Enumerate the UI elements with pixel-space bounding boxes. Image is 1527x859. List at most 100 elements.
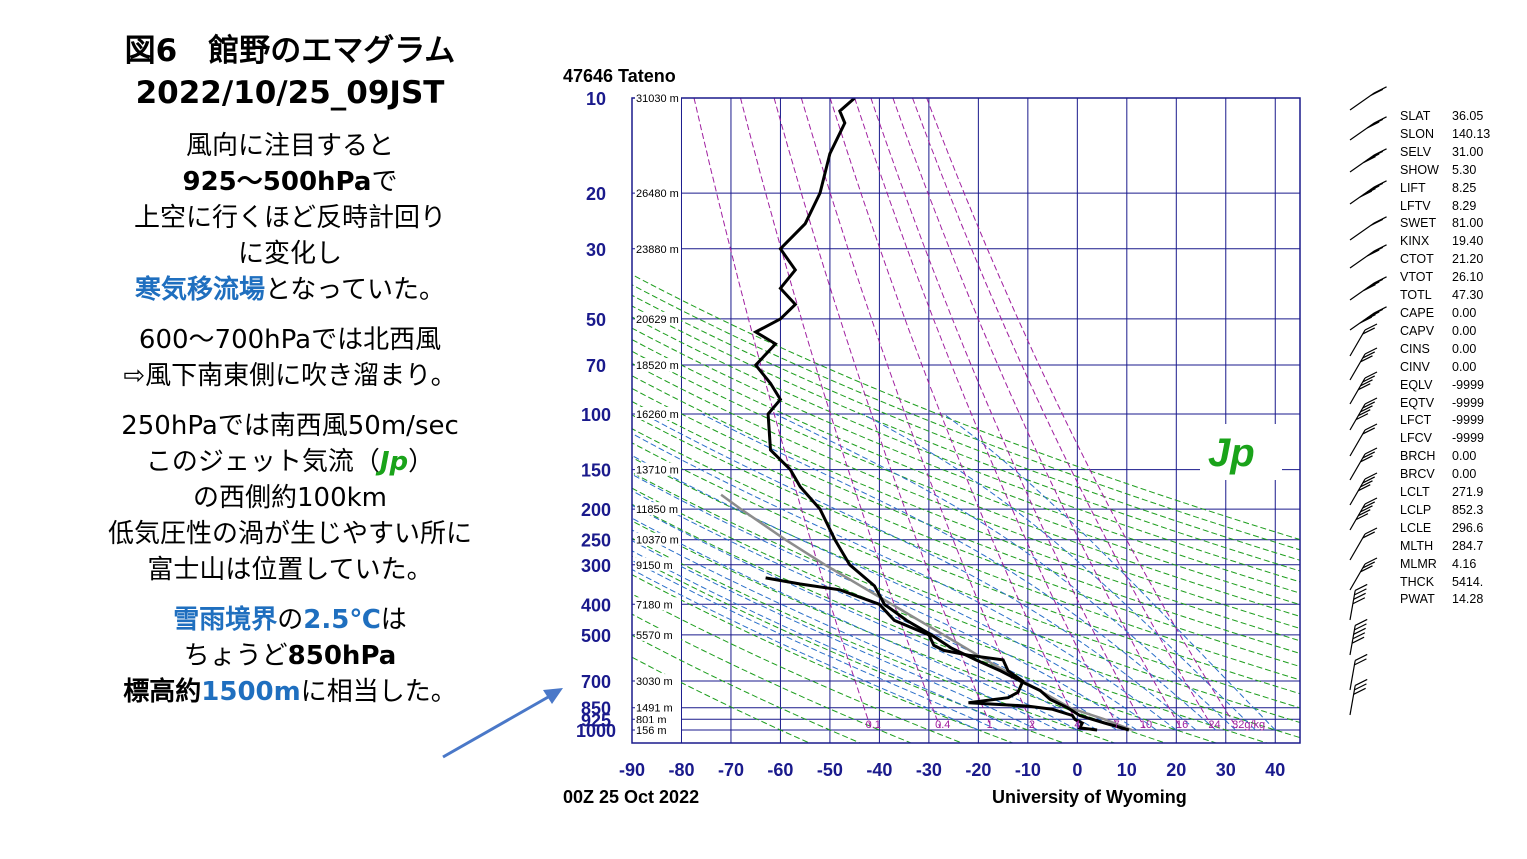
index-value: 0.00 xyxy=(1452,359,1477,374)
wind-barb-staff xyxy=(1349,403,1366,431)
height-label: 20629 m xyxy=(636,314,679,326)
explanation-panel: 図6 館野のエマグラム 2022/10/25_09JST 風向に注目すると 92… xyxy=(40,30,540,710)
wind-barb-staff xyxy=(1349,563,1366,591)
index-name: THCK xyxy=(1400,574,1435,589)
wind-barb-flag xyxy=(1352,632,1366,640)
height-label: 156 m xyxy=(636,725,667,737)
index-value: 21.20 xyxy=(1452,252,1484,267)
dry-adiabat xyxy=(632,555,1066,743)
pressure-label: 1000 xyxy=(576,721,616,741)
wind-barb-flag xyxy=(1362,476,1376,484)
mixing-ratio-line xyxy=(854,98,1120,729)
wind-barb-flag xyxy=(1363,187,1376,196)
index-name: MLMR xyxy=(1400,556,1437,571)
index-name: MLTH xyxy=(1400,538,1434,553)
x-tick-label: -30 xyxy=(916,760,942,780)
height-label-bg xyxy=(635,712,681,726)
index-name: LFCT xyxy=(1400,413,1432,428)
source-label: University of Wyoming xyxy=(992,787,1187,807)
jet-label: Jp xyxy=(1208,431,1255,475)
height-label-bg xyxy=(635,597,681,611)
height-label-bg xyxy=(635,186,681,200)
wind-barb-staff xyxy=(1349,377,1366,405)
index-value: 0.00 xyxy=(1452,467,1477,482)
dry-adiabat xyxy=(632,574,1015,743)
wind-barb-flag xyxy=(1353,592,1366,600)
dry-adiabat xyxy=(632,656,811,743)
index-name: CINV xyxy=(1400,359,1430,374)
dry-adiabat xyxy=(632,520,1167,743)
wind-barb-flag xyxy=(1366,281,1380,289)
index-value: 81.00 xyxy=(1452,216,1484,231)
wind-barb-flag xyxy=(1354,653,1368,661)
index-row: TOTL 47.30 xyxy=(1400,287,1490,305)
wind-barb-staff xyxy=(1349,92,1375,111)
index-value: 271.9 xyxy=(1452,485,1484,500)
index-name: BRCH xyxy=(1400,449,1436,464)
wind-barb-flag xyxy=(1366,185,1380,193)
pressure-label: 70 xyxy=(586,356,606,376)
pressure-label: 20 xyxy=(586,184,606,204)
wind-barb-flag xyxy=(1362,451,1376,459)
wind-barb-flag xyxy=(1374,216,1387,224)
dry-adiabat xyxy=(632,339,1300,606)
wind-barb-flag xyxy=(1364,557,1378,565)
index-value: 36.05 xyxy=(1452,109,1484,123)
index-value: 26.10 xyxy=(1452,270,1484,285)
wind-barbs xyxy=(1349,86,1387,716)
height-label-bg xyxy=(635,358,681,372)
wind-barb-staff xyxy=(1349,660,1356,691)
index-value: 19.40 xyxy=(1452,234,1484,249)
wind-barb-flag xyxy=(1370,150,1384,158)
wind-barb-flag xyxy=(1363,283,1376,292)
wind-barb-flag xyxy=(1355,513,1369,521)
moist-adiabat xyxy=(632,473,1137,731)
wind-barb-flag xyxy=(1374,276,1387,284)
dry-adiabat xyxy=(632,305,1300,572)
wind-barb-staff xyxy=(1349,533,1366,561)
mixing-ratio-label: 4 xyxy=(1074,719,1080,731)
figure-title: 図6 館野のエマグラム xyxy=(124,33,456,69)
index-name: SLAT xyxy=(1400,109,1431,123)
paragraph-wind-direction: 風向に注目すると 925〜500hPaで 上空に行くほど反時計回り に変化し 寒… xyxy=(133,131,446,305)
wind-barb-flag xyxy=(1364,497,1378,505)
wind-barb-flag xyxy=(1359,190,1373,198)
index-name: SLON xyxy=(1400,126,1435,141)
x-tick-label: -10 xyxy=(1015,760,1041,780)
dry-adiabat xyxy=(632,362,1300,629)
figure-date: 2022/10/25_09JST xyxy=(135,75,445,111)
moist-adiabat xyxy=(862,413,1256,731)
index-row: CAPE 0.00 xyxy=(1400,305,1490,323)
index-name: SWET xyxy=(1400,216,1437,231)
pressure-label: 500 xyxy=(581,626,611,646)
index-name: BRCV xyxy=(1400,467,1435,482)
index-row: CINV 0.00 xyxy=(1400,359,1490,377)
wind-barb-staff xyxy=(1349,154,1375,173)
wind-barb-flag xyxy=(1363,313,1376,322)
wind-barb-flag xyxy=(1360,405,1373,413)
moist-adiabat xyxy=(632,550,1019,731)
index-row: CAPV 0.00 xyxy=(1400,323,1490,341)
wind-barb-flag xyxy=(1354,623,1367,631)
moist-adiabat xyxy=(643,413,1197,731)
dry-adiabat xyxy=(632,414,1300,681)
height-label-bg xyxy=(635,700,681,714)
index-row: BRCV 0.00 xyxy=(1400,466,1490,484)
mixing-ratio-line xyxy=(693,98,872,729)
wind-barb-staff xyxy=(1349,685,1356,716)
wind-barb-flag xyxy=(1357,383,1371,391)
jet-label-bg xyxy=(1200,424,1282,480)
index-row: LFTV 8.29 xyxy=(1400,198,1490,216)
wind-barb-flag xyxy=(1364,347,1378,355)
pressure-label: 200 xyxy=(581,500,611,520)
index-row: LFCV -9999 xyxy=(1400,430,1490,448)
plot-frame xyxy=(631,97,1301,744)
index-row: LFCT -9999 xyxy=(1400,412,1490,430)
height-label-bg xyxy=(635,502,681,516)
stability-indices: SLAT 36.05 SLON 140.13 SELV 31.00 SHOW 5.30 LIFT… xyxy=(1400,108,1490,609)
x-tick-label: -40 xyxy=(866,760,892,780)
wind-barb-flag xyxy=(1354,683,1367,691)
index-name: LIFT xyxy=(1400,180,1426,195)
time-label: 00Z 25 Oct 2022 xyxy=(563,787,699,807)
dry-adiabat xyxy=(632,284,1300,551)
